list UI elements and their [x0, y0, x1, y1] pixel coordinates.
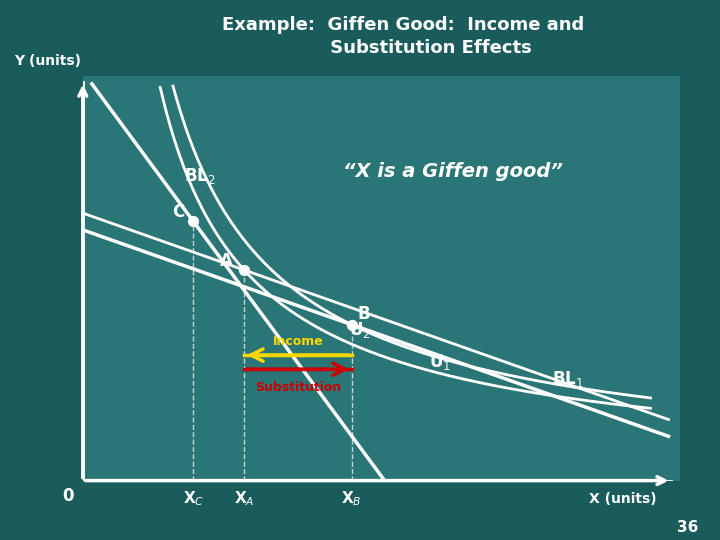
- Text: 36: 36: [677, 519, 698, 535]
- Text: BL$_2$: BL$_2$: [184, 166, 216, 186]
- Text: U$_2$: U$_2$: [348, 320, 371, 340]
- Text: X$_A$: X$_A$: [234, 489, 254, 508]
- Text: “X is a Giffen good”: “X is a Giffen good”: [343, 162, 563, 181]
- Point: [188, 217, 199, 226]
- Text: BL$_1$: BL$_1$: [552, 369, 584, 389]
- Text: A: A: [220, 252, 233, 270]
- Text: X$_B$: X$_B$: [341, 489, 362, 508]
- Text: Y (units): Y (units): [14, 54, 81, 68]
- Point: [346, 320, 358, 329]
- Text: B: B: [358, 305, 370, 322]
- Point: [238, 266, 250, 274]
- Text: C: C: [173, 204, 185, 221]
- Text: X (units): X (units): [589, 492, 657, 506]
- Text: 0: 0: [62, 487, 73, 505]
- Text: Example:  Giffen Good:  Income and
         Substitution Effects: Example: Giffen Good: Income and Substit…: [222, 16, 585, 57]
- Text: Substitution: Substitution: [255, 381, 341, 394]
- Text: Income: Income: [273, 335, 323, 348]
- Text: X$_C$: X$_C$: [183, 489, 204, 508]
- Text: U$_1$: U$_1$: [429, 352, 451, 372]
